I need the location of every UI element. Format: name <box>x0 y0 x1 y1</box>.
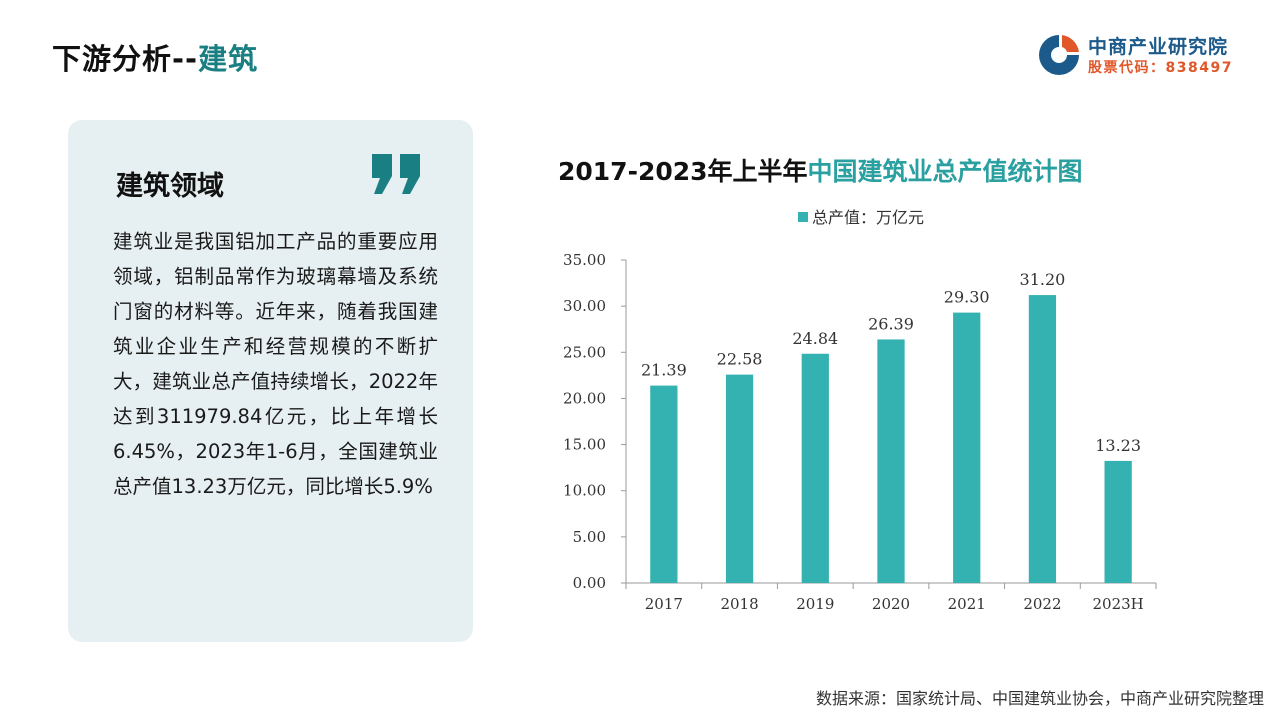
page-title: 下游分析--建筑 <box>52 36 258 78</box>
info-card: 建筑领域 建筑业是我国铝加工产品的重要应用领域，铝制品常作为玻璃幕墙及系统门窗的… <box>68 120 473 642</box>
y-tick-label: 35.00 <box>563 251 606 269</box>
chart-title-prefix: 2017-2023年上半年 <box>558 157 808 186</box>
legend-label: 总产值：万亿元 <box>812 208 925 227</box>
bar <box>801 353 829 583</box>
logo-name: 中商产业研究院 <box>1088 36 1229 58</box>
x-tick-label: 2021 <box>948 595 986 613</box>
bar <box>725 374 754 583</box>
x-tick-label: 2018 <box>720 595 758 613</box>
company-logo: 中商产业研究院 股票代码：838497 <box>1036 30 1256 80</box>
bar <box>1028 295 1057 583</box>
card-heading: 建筑领域 <box>116 171 224 202</box>
bar-value-label: 24.84 <box>792 329 838 348</box>
bar-chart: 0.00 5.00 10.00 15.00 20.00 25.00 30.00 35.00 21… <box>563 251 1157 613</box>
bar-value-label: 13.23 <box>1095 436 1141 455</box>
y-tick-label: 0.00 <box>573 574 606 592</box>
y-tick-label: 15.00 <box>563 436 606 454</box>
bar <box>1104 460 1132 583</box>
bar-value-label: 22.58 <box>717 350 763 369</box>
chart-title: 2017-2023年上半年中国建筑业总产值统计图 <box>558 152 1083 188</box>
quote-mark-icon <box>372 154 420 194</box>
x-tick-label: 2017 <box>645 595 683 613</box>
y-tick-label: 5.00 <box>573 528 606 546</box>
logo-mark-icon <box>1039 35 1079 75</box>
x-tick-label: 2022 <box>1023 595 1061 613</box>
x-tick-label: 2020 <box>872 595 910 613</box>
bar-value-label: 29.30 <box>944 288 990 307</box>
bar-value-label: 26.39 <box>868 314 914 333</box>
bar <box>877 339 905 583</box>
x-tick-label: 2023H <box>1093 595 1144 613</box>
chart-title-accent: 中国建筑业总产值统计图 <box>807 157 1083 186</box>
bar-value-label: 21.39 <box>641 361 687 380</box>
chart-legend: 总产值：万亿元 <box>798 204 925 227</box>
data-source: 数据来源：国家统计局、中国建筑业协会，中商产业研究院整理 <box>815 689 1264 708</box>
page-title-accent: 建筑 <box>198 42 259 76</box>
logo-stock-code: 股票代码：838497 <box>1088 60 1233 76</box>
bar-value-label: 31.20 <box>1020 270 1066 289</box>
legend-swatch <box>798 212 808 222</box>
y-tick-label: 30.00 <box>563 297 606 315</box>
bar <box>953 312 981 583</box>
page-title-prefix: 下游分析-- <box>52 42 199 76</box>
x-tick-label: 2019 <box>796 595 834 613</box>
card-body-text: 建筑业是我国铝加工产品的重要应用领域，铝制品常作为玻璃幕墙及系统门窗的材料等。近… <box>113 230 438 498</box>
y-tick-label: 20.00 <box>563 389 606 407</box>
y-tick-label: 25.00 <box>563 343 606 361</box>
y-tick-label: 10.00 <box>563 482 606 500</box>
bar <box>650 385 678 583</box>
